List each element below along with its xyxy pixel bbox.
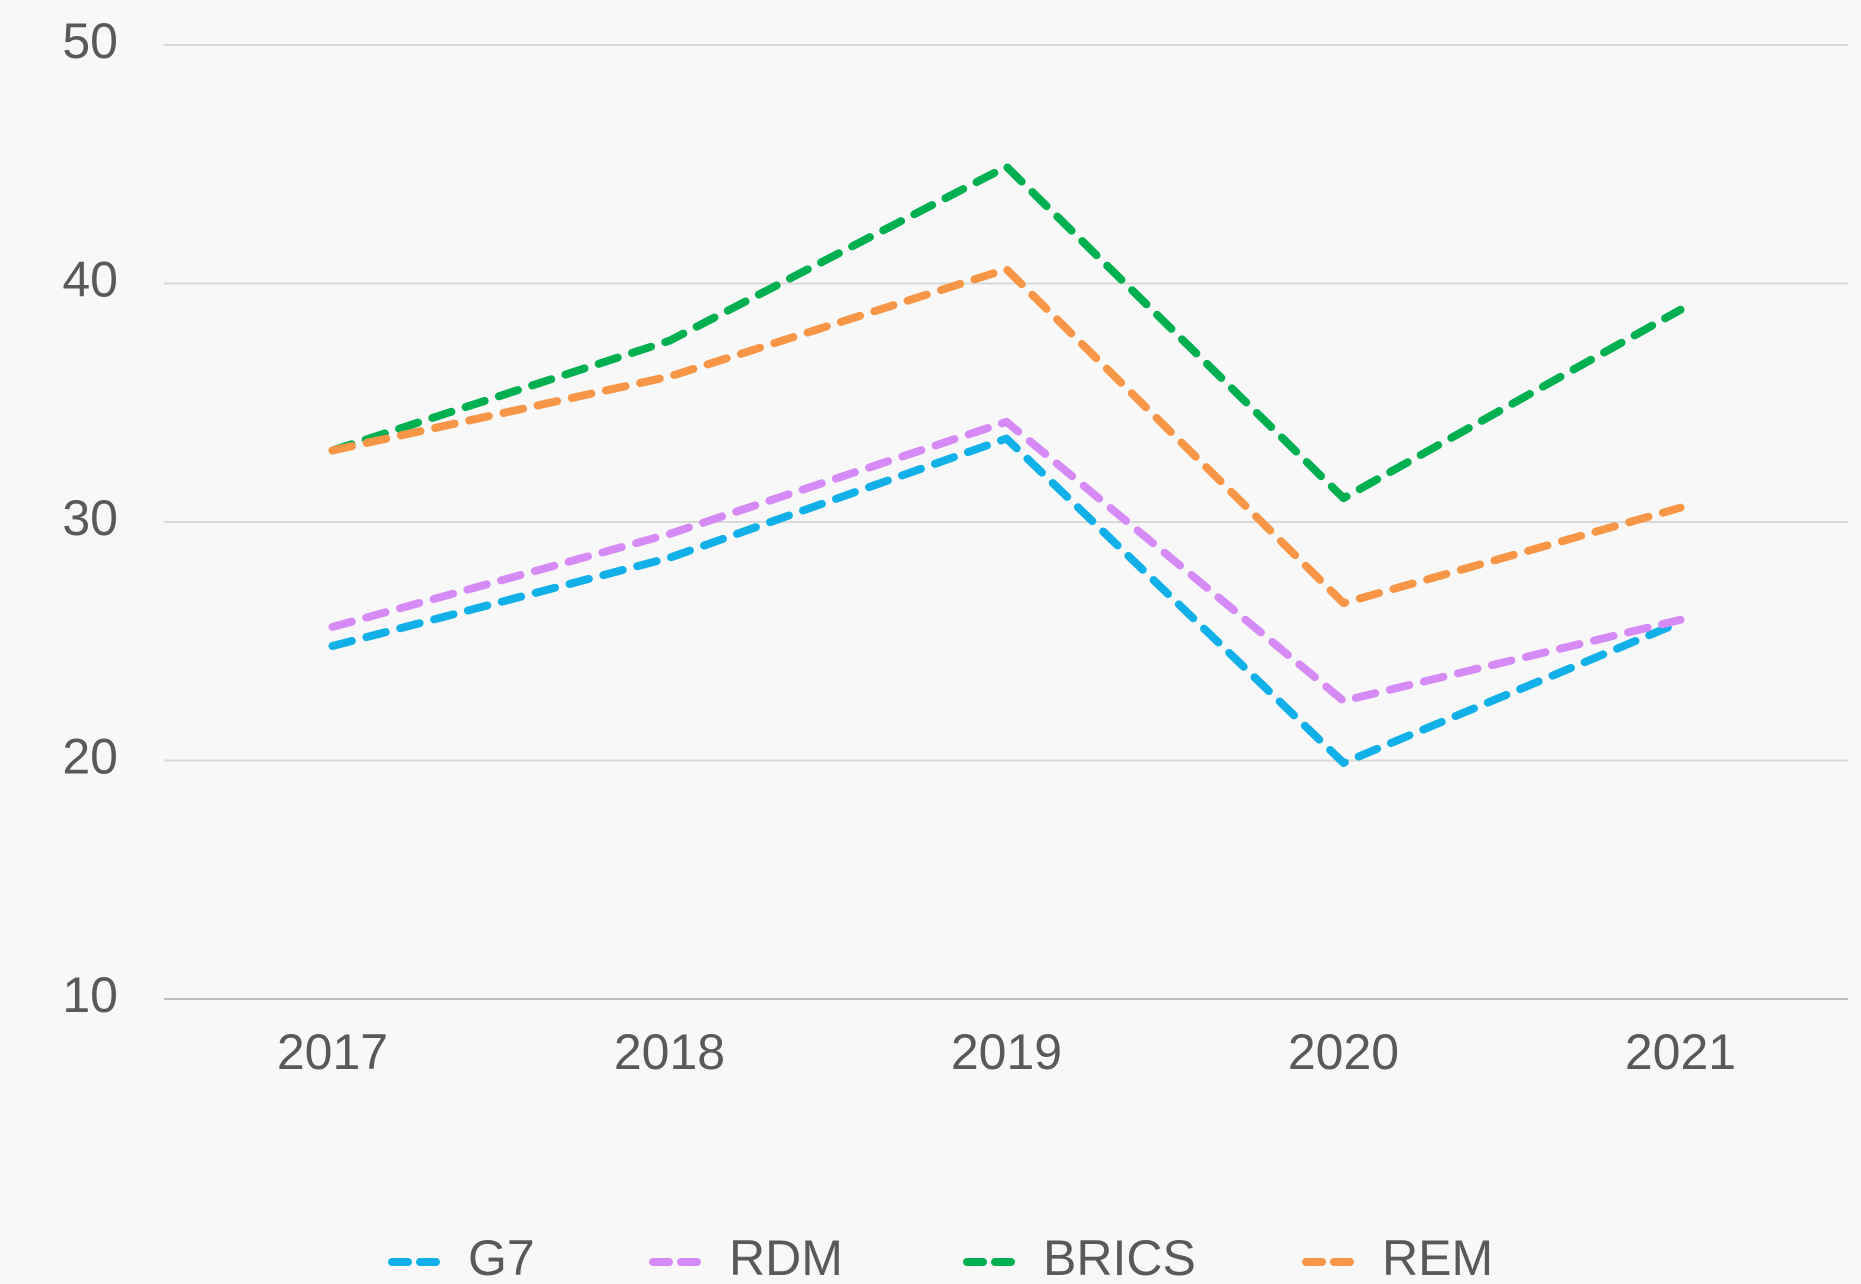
x-tick-label: 2020 — [1288, 1024, 1399, 1080]
legend-label: G7 — [468, 1230, 535, 1284]
y-tick-label: 30 — [62, 490, 118, 546]
series-line — [328, 162, 1685, 503]
y-tick-label: 10 — [62, 967, 118, 1023]
y-tick-label: 40 — [62, 252, 118, 308]
legend-label: REM — [1382, 1230, 1493, 1284]
y-tick-label: 20 — [62, 729, 118, 785]
series-line — [328, 265, 1685, 608]
legend-label: BRICS — [1043, 1230, 1196, 1284]
x-tick-label: 2021 — [1625, 1024, 1736, 1080]
x-tick-label: 2017 — [277, 1024, 388, 1080]
series-line — [328, 417, 1685, 705]
series-line — [328, 434, 1685, 767]
y-tick-label: 50 — [62, 13, 118, 69]
x-tick-label: 2019 — [951, 1024, 1062, 1080]
x-tick-label: 2018 — [614, 1024, 725, 1080]
legend-label: RDM — [729, 1230, 843, 1284]
